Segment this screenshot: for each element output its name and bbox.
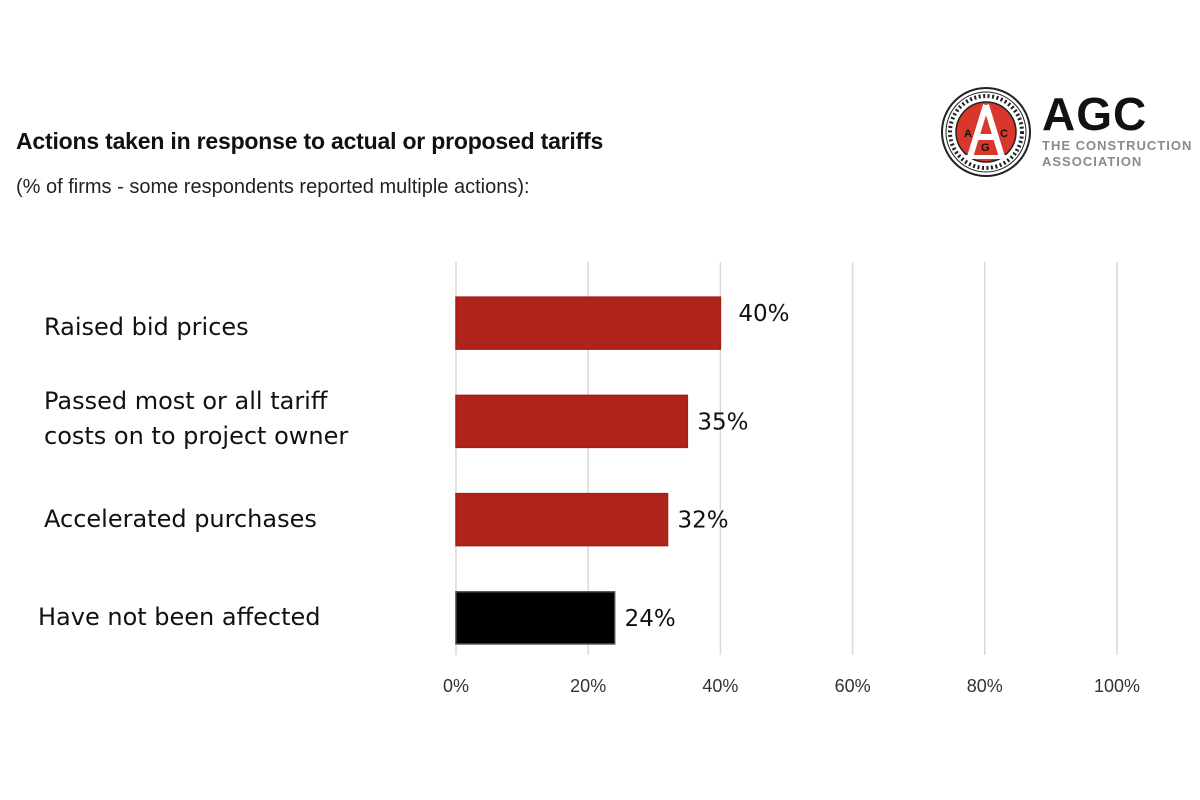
x-tick-label: 20% [570, 676, 606, 696]
chart-subtitle: (% of firms - some respondents reported … [16, 176, 530, 198]
agc-seal-icon: A G C [941, 87, 1031, 177]
category-label: Have not been affected [38, 603, 321, 632]
bar [455, 394, 689, 449]
data-labels: 40% 35% 32% 24% [625, 301, 790, 632]
bar [455, 591, 616, 645]
logo-wordmark: AGC [1042, 88, 1148, 140]
logo-tagline-line2: ASSOCIATION [1042, 154, 1143, 169]
chart-title: Actions taken in response to actual or p… [16, 128, 604, 154]
category-label: costs on to project owner [44, 422, 349, 451]
x-tick-label: 60% [835, 676, 871, 696]
x-tick-label: 0% [443, 676, 469, 696]
data-label: 40% [738, 301, 789, 327]
bars [455, 296, 722, 645]
x-axis-ticks: 0% 20% 40% 60% 80% 100% [443, 676, 1140, 696]
category-label: Raised bid prices [44, 312, 249, 341]
x-tick-label: 100% [1094, 676, 1140, 696]
agc-logo: A G C AGC THE CONSTRUCTION ASSOCIATION [940, 85, 1195, 180]
category-label: Passed most or all tariff [44, 387, 328, 416]
data-label: 35% [697, 409, 748, 435]
logo-tagline-line1: THE CONSTRUCTION [1042, 138, 1193, 153]
svg-text:A: A [964, 128, 972, 140]
data-label: 32% [678, 508, 729, 534]
svg-text:C: C [1000, 128, 1008, 140]
bar [455, 296, 722, 350]
category-label: Accelerated purchases [44, 505, 317, 534]
svg-text:G: G [981, 142, 990, 154]
x-tick-label: 80% [967, 676, 1003, 696]
data-label: 24% [625, 606, 676, 632]
bar [455, 492, 669, 547]
x-tick-label: 40% [702, 676, 738, 696]
